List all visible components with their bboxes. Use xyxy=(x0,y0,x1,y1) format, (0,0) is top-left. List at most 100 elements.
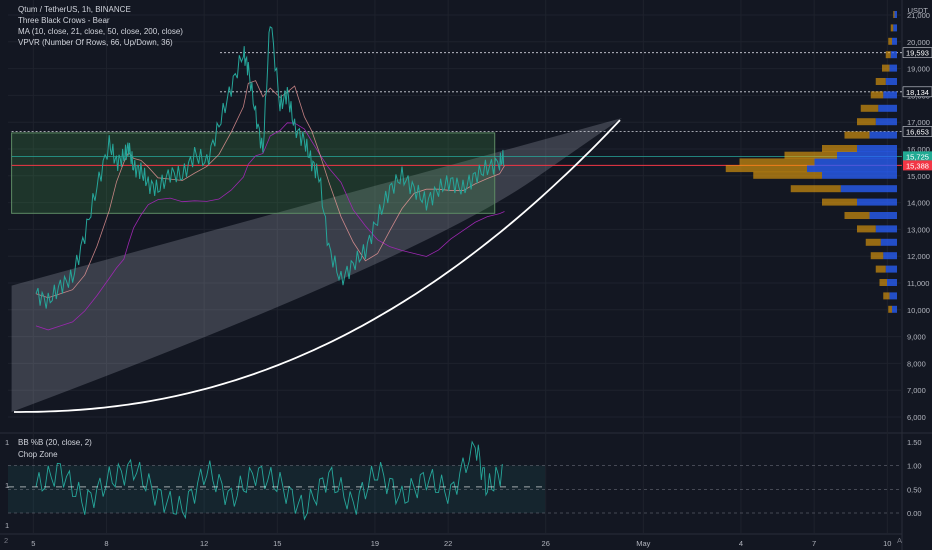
y-tick-label: 16,000 xyxy=(907,145,930,154)
y-tick-label: 10,000 xyxy=(907,306,930,315)
y-tick-label: 14,000 xyxy=(907,199,930,208)
y-tick-label: 7,000 xyxy=(907,386,926,395)
level-tag-bg xyxy=(903,160,932,171)
level-tag: 15,388 xyxy=(906,161,929,170)
volume-bar-up xyxy=(889,292,897,300)
chop-legend: Chop Zone xyxy=(18,450,58,459)
volume-bar-up xyxy=(887,279,897,286)
bb-y-tick: 1.50 xyxy=(907,438,922,447)
corner-left[interactable]: 2 xyxy=(4,536,9,545)
x-tick-label: May xyxy=(636,539,650,548)
level-tag: 16,653 xyxy=(906,127,929,136)
y-tick-label: 11,000 xyxy=(907,279,929,288)
volume-bar-up xyxy=(894,11,897,18)
level-tag: 18,134 xyxy=(906,88,929,97)
volume-bar-down xyxy=(860,104,879,112)
level-tag: 15,725 xyxy=(906,152,929,161)
y-tick-label: 15,000 xyxy=(907,172,930,181)
y-tick-label: 17,000 xyxy=(907,118,930,127)
volume-bar-up xyxy=(822,171,897,179)
volume-bar-up xyxy=(857,198,897,206)
y-tick-label: 8,000 xyxy=(907,359,926,368)
volume-bar-up xyxy=(875,225,897,233)
volume-bar-down xyxy=(857,225,876,233)
volume-bar-up xyxy=(857,145,897,152)
x-tick-label: 5 xyxy=(31,539,35,548)
bb-y-tick: 0.00 xyxy=(907,509,922,518)
volume-bar-up xyxy=(892,37,897,45)
level-tag-bg xyxy=(902,126,932,137)
volume-bar-up xyxy=(880,238,897,246)
volume-bar-up xyxy=(840,185,897,193)
volume-bar-up xyxy=(837,151,897,159)
volume-bar-up xyxy=(807,165,897,173)
x-tick-label: 8 xyxy=(104,539,108,548)
x-tick-label: 15 xyxy=(273,539,281,548)
pattern-label: Three Black Crows - Bear xyxy=(18,16,110,25)
left-marker-3: 1 xyxy=(5,521,10,530)
volume-bar-down xyxy=(822,198,857,206)
x-tick-label: 19 xyxy=(371,539,379,548)
volume-bar-down xyxy=(870,252,884,260)
level-tag: 19,593 xyxy=(906,49,929,58)
volume-bar-down xyxy=(883,292,890,300)
volume-bar-up xyxy=(892,305,897,313)
ma-legend: MA (10, close, 21, close, 50, close, 200… xyxy=(18,27,183,36)
volume-bar-up xyxy=(890,51,897,59)
auto-scale-button[interactable]: A xyxy=(896,536,902,545)
axes: 22,00021,00020,00019,00018,00017,00016,0… xyxy=(31,11,932,548)
y-tick-label: 9,000 xyxy=(907,333,926,342)
y-tick-label: 13,000 xyxy=(907,225,930,234)
volume-bar-down xyxy=(888,37,892,45)
bb-legend: BB %B (20, close, 2) xyxy=(18,438,92,447)
volume-bar-down xyxy=(844,212,870,219)
volume-bar-up xyxy=(893,24,897,32)
price-line[interactable] xyxy=(35,25,505,309)
x-tick-label: 10 xyxy=(883,539,891,548)
bb-percent-pane[interactable] xyxy=(8,440,902,521)
ma-50-line xyxy=(35,80,505,299)
volume-bar-down xyxy=(844,131,870,139)
volume-bar-down xyxy=(875,78,886,85)
bb-percent-line[interactable] xyxy=(35,440,503,521)
volume-bar-down xyxy=(739,158,815,166)
currency-label: USDT xyxy=(907,6,928,15)
volume-bar-up xyxy=(875,118,897,126)
volume-bar-up xyxy=(883,91,897,99)
volume-bar-up xyxy=(889,64,897,72)
left-marker-1: 1 xyxy=(5,438,10,447)
volume-bar-down xyxy=(890,24,894,32)
volume-bar-down xyxy=(857,118,876,126)
y-tick-label: 6,000 xyxy=(907,413,926,422)
volume-bar-down xyxy=(790,185,841,193)
left-marker-2: 1 xyxy=(5,481,10,490)
volume-bar-down xyxy=(888,305,892,313)
volume-bar-up xyxy=(885,78,897,85)
x-tick-label: 26 xyxy=(542,539,550,548)
ma-200-line xyxy=(35,122,505,331)
volume-bar-down xyxy=(865,238,881,246)
volume-bar-down xyxy=(885,51,891,59)
main-price-pane[interactable] xyxy=(11,25,902,413)
volume-bar-down xyxy=(822,145,857,152)
bb-y-tick: 0.50 xyxy=(907,485,922,494)
volume-bar-down xyxy=(882,64,890,72)
volume-bar-down xyxy=(753,171,822,179)
volume-bar-up xyxy=(878,104,897,112)
vpvr-legend: VPVR (Number Of Rows, 66, Up/Down, 36) xyxy=(18,38,173,47)
volume-bar-down xyxy=(879,279,887,286)
parabolic-curve[interactable] xyxy=(14,119,621,413)
volume-bar-down xyxy=(893,11,895,18)
level-tag-bg xyxy=(903,151,932,162)
level-tag-bg xyxy=(902,47,932,59)
bb-y-tick: 1.00 xyxy=(907,462,922,471)
x-tick-label: 12 xyxy=(200,539,208,548)
projection-wedge xyxy=(11,118,623,412)
volume-bar-up xyxy=(883,252,897,260)
y-tick-label: 12,000 xyxy=(907,252,930,261)
volume-profile xyxy=(725,11,897,313)
x-tick-label: 4 xyxy=(739,539,743,548)
volume-bar-down xyxy=(870,91,884,99)
y-tick-label: 21,000 xyxy=(907,11,930,20)
